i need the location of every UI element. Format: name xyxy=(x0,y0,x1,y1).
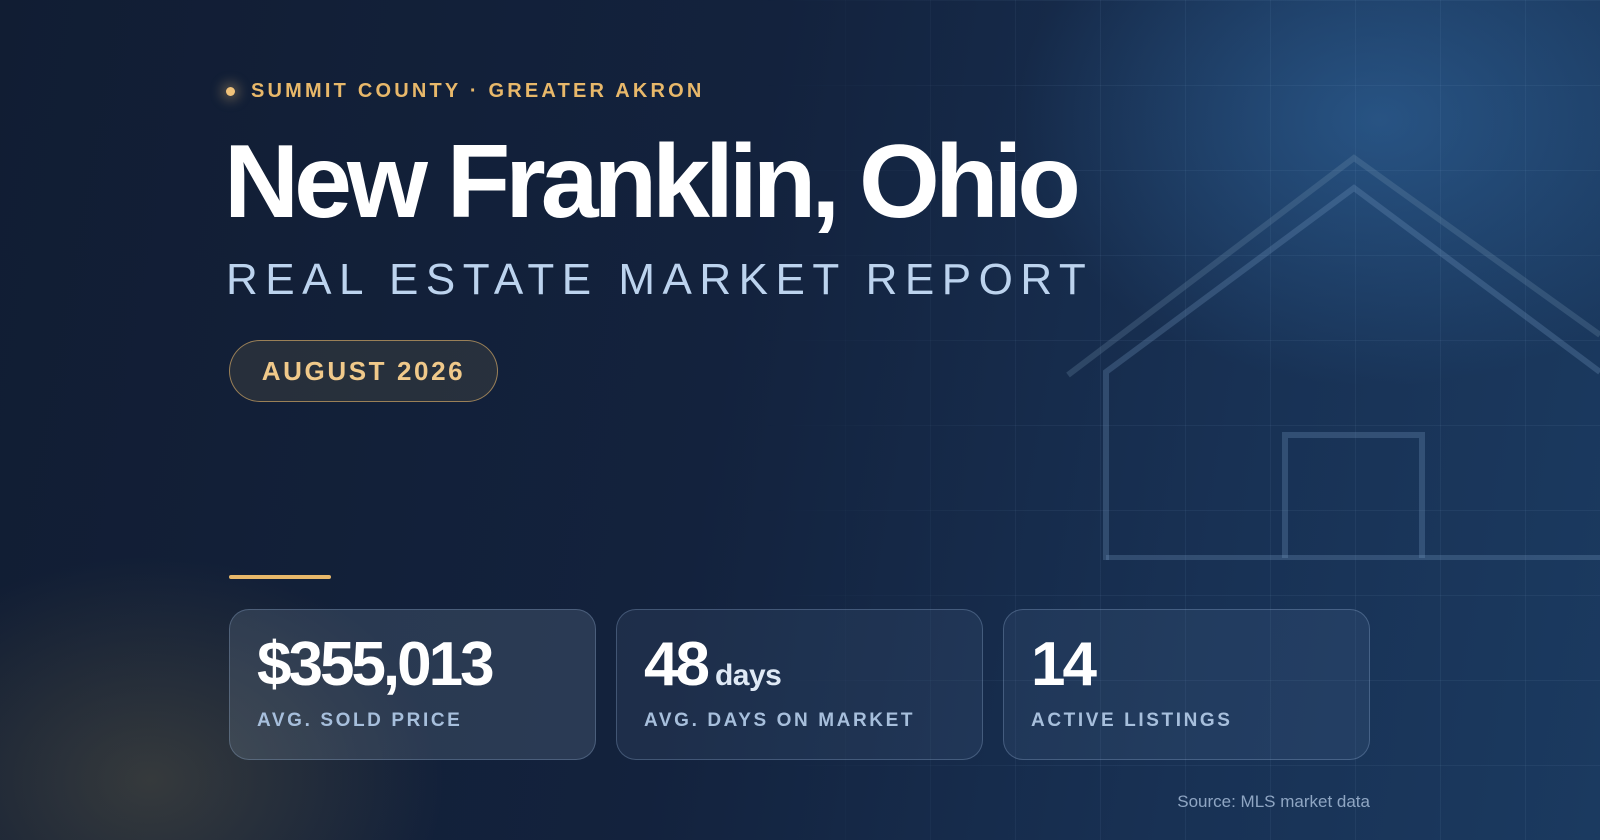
stat-number: 48 xyxy=(644,630,710,699)
page-title: New Franklin, Ohio xyxy=(224,124,1081,240)
location-eyebrow: SUMMIT COUNTY · GREATER AKRON xyxy=(226,80,705,103)
stat-value: 14 xyxy=(1031,634,1369,696)
stats-row: $355,013 AVG. SOLD PRICE 48 days AVG. DAY… xyxy=(229,609,1370,760)
stat-number: 14 xyxy=(1031,630,1097,699)
stat-label: AVG. DAYS ON MARKET xyxy=(644,710,916,731)
stat-card-avg-sold-price: $355,013 AVG. SOLD PRICE xyxy=(229,609,596,760)
accent-divider xyxy=(229,575,331,579)
house-outline-icon xyxy=(1066,154,1600,560)
stat-label: AVG. SOLD PRICE xyxy=(257,710,463,731)
stat-number: $355,013 xyxy=(257,630,495,699)
background-grid xyxy=(760,0,1600,840)
stat-label: ACTIVE LISTINGS xyxy=(1031,710,1233,731)
stat-value: 48 days xyxy=(644,634,982,696)
accent-dot-icon xyxy=(226,87,235,96)
source-note: Source: MLS market data xyxy=(1177,792,1370,811)
eyebrow-text: SUMMIT COUNTY · GREATER AKRON xyxy=(251,80,705,102)
period-badge: AUGUST 2026 xyxy=(229,340,498,402)
report-subtitle: REAL ESTATE MARKET REPORT xyxy=(226,255,1094,304)
stat-card-active-listings: 14 ACTIVE LISTINGS xyxy=(1003,609,1370,760)
stat-card-avg-days-on-market: 48 days AVG. DAYS ON MARKET xyxy=(616,609,983,760)
stat-value: $355,013 xyxy=(257,634,595,696)
stat-unit: days xyxy=(714,659,782,692)
